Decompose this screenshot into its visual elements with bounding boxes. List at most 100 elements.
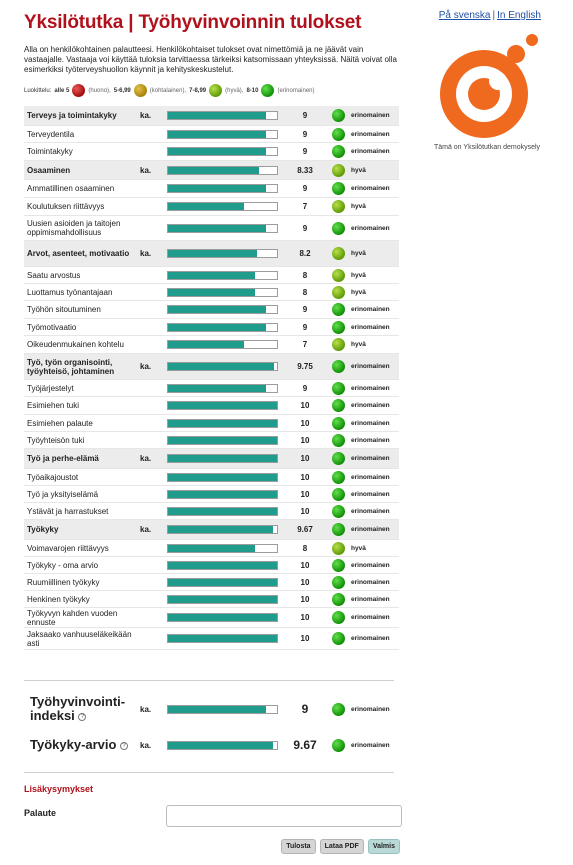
score-bar — [167, 506, 278, 516]
status-dot-icon — [332, 504, 345, 518]
row-label: Esimiehen palaute — [27, 418, 93, 428]
score-bar-fill — [168, 306, 267, 313]
legend-label-excellent: (erinomainen) — [277, 87, 315, 94]
status-dot-icon — [332, 487, 345, 501]
category-row: Terveys ja toimintakyky ka. 9 erinomainen — [24, 106, 399, 126]
lang-english-link[interactable]: In English — [497, 10, 541, 21]
item-row: Oikeudenmukainen kohtelu 7 hyvä — [24, 336, 399, 354]
item-row: Työhön sitoutuminen 9 erinomainen — [24, 301, 399, 319]
action-buttons: Tulosta Lataa PDF Valmis — [281, 839, 400, 854]
grade-label: erinomainen — [351, 614, 390, 621]
status-dot-icon — [332, 303, 345, 316]
score-value: 9 — [302, 184, 308, 193]
red-dot-icon — [72, 84, 86, 97]
lang-swedish-link[interactable]: På svenska — [438, 10, 491, 21]
item-row: Jaksaako vanhuuseläkeikään asti 10 erinoma… — [24, 628, 399, 650]
score-bar-fill — [168, 203, 245, 210]
summary-row-index: Työhyvinvointi-indeksi ? ka. 9 erinomain… — [24, 692, 399, 726]
grade-label: erinomainen — [351, 419, 390, 427]
grade-label: hyvä — [351, 288, 366, 296]
status-dot-icon — [332, 200, 345, 213]
help-icon[interactable]: ? — [78, 712, 87, 721]
results-table: Terveys ja toimintakyky ka. 9 erinomainen Te… — [24, 106, 399, 650]
score-value: 10 — [300, 418, 310, 428]
item-row: Esimiehen tuki 10 erinomainen — [24, 397, 399, 415]
score-bar — [167, 270, 278, 280]
legend-label-fair: (kohtalainen), — [149, 87, 187, 94]
status-dot-icon — [332, 268, 345, 282]
grade-label: erinomainen — [351, 455, 390, 462]
item-row: Henkinen työkyky 10 erinomainen — [24, 591, 399, 608]
score-bar — [167, 525, 278, 534]
item-row: Ammatillinen osaaminen 9 erinomainen — [24, 180, 399, 198]
grade-label: erinomainen — [351, 561, 390, 569]
score-bar — [167, 184, 278, 193]
row-label: Uusien asioiden ja taitojen oppimismahdo… — [27, 219, 121, 237]
score-bar-fill — [168, 544, 256, 552]
grade-label: hyvä — [351, 250, 366, 257]
grade-label: erinomainen — [351, 473, 390, 481]
status-dot-icon — [332, 470, 345, 484]
score-bar-fill — [168, 384, 267, 392]
divider — [24, 680, 394, 681]
language-links: På svenska | In English — [439, 10, 541, 21]
status-dot-icon — [332, 360, 345, 373]
score-bar — [167, 111, 278, 120]
score-bar-fill — [168, 148, 267, 155]
feedback-textarea[interactable] — [166, 805, 402, 827]
average-label: ka. — [140, 249, 152, 258]
demo-note: Tämä on Yksilötutkan demokysely — [433, 144, 541, 151]
score-bar-fill — [168, 507, 277, 515]
score-value: 7 — [302, 340, 308, 349]
row-label: Jaksaako vanhuuseläkeikään asti — [27, 629, 132, 648]
summary-row-workability: Työkyky-arvio ? ka. 9.67 erinomainen — [24, 736, 399, 754]
grade-label: erinomainen — [351, 705, 390, 713]
download-pdf-button[interactable]: Lataa PDF — [319, 839, 364, 854]
row-label: Terveys ja toimintakyky — [27, 111, 117, 120]
summary-label: Työkyky-arvio ? — [24, 738, 140, 752]
divider — [24, 772, 394, 773]
score-bar-fill — [168, 130, 267, 138]
grade-label: erinomainen — [351, 112, 390, 119]
status-dot-icon — [332, 523, 345, 536]
score-value: 9 — [301, 702, 309, 716]
grade-label: erinomainen — [351, 635, 390, 642]
grade-label: erinomainen — [351, 436, 390, 444]
category-row: Osaaminen ka. 8.33 hyvä — [24, 161, 399, 180]
score-bar — [167, 287, 278, 297]
row-label: Terveydentila — [27, 129, 75, 139]
score-bar-fill — [168, 271, 256, 279]
score-value: 9 — [302, 147, 308, 156]
done-button[interactable]: Valmis — [367, 839, 400, 854]
item-row: Toimintakyky 9 erinomainen — [24, 143, 399, 161]
score-bar-fill — [168, 419, 277, 427]
row-label: Työ ja perhe-elämä — [27, 454, 99, 463]
print-button[interactable]: Tulosta — [281, 839, 316, 854]
grade-label: erinomainen — [351, 148, 390, 155]
average-label: ka. — [140, 740, 152, 750]
green-dot-icon — [261, 84, 275, 97]
status-dot-icon — [332, 452, 345, 465]
row-label: Arvot, asenteet, motivaatio — [27, 249, 130, 258]
row-label: Henkinen työkyky — [27, 594, 90, 604]
grade-label: erinomainen — [351, 402, 390, 409]
item-row: Terveydentila 9 erinomainen — [24, 126, 399, 143]
average-label: ka. — [140, 111, 152, 120]
row-label: Ruumiillinen työkyky — [27, 577, 100, 587]
score-value: 8 — [302, 287, 308, 297]
category-row: Työkyky ka. 9.67 erinomainen — [24, 520, 399, 540]
status-dot-icon — [332, 738, 345, 752]
item-row: Uusien asioiden ja taitojen oppimismahdo… — [24, 216, 399, 241]
score-bar-fill — [168, 490, 277, 498]
grade-label: hyvä — [351, 544, 366, 552]
row-label: Luottamus työnantajaan — [27, 287, 113, 297]
help-icon[interactable]: ? — [120, 741, 129, 750]
row-label: Työ, työn organisointi, työyhteisö, joht… — [27, 357, 115, 376]
row-label: Toimintakyky — [27, 147, 73, 156]
average-label: ka. — [140, 704, 152, 714]
grade-label: erinomainen — [351, 363, 390, 370]
row-label: Työkyky — [27, 525, 59, 534]
score-bar-fill — [168, 402, 277, 409]
score-value: 10 — [300, 454, 310, 463]
status-dot-icon — [332, 145, 345, 158]
